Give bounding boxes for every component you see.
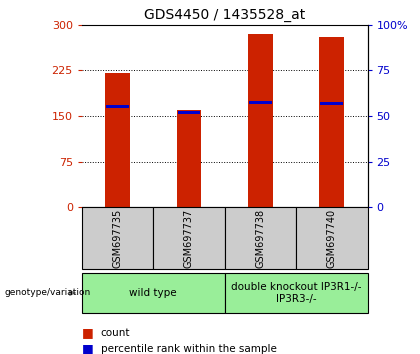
Bar [153,207,225,269]
Bar [105,73,130,207]
Text: ■: ■ [82,326,94,339]
Text: double knockout IP3R1-/-
IP3R3-/-: double knockout IP3R1-/- IP3R3-/- [231,282,361,304]
Bar [296,207,368,269]
Text: ■: ■ [82,342,94,354]
Bar [106,105,129,108]
Bar [82,273,225,313]
Bar [249,101,272,104]
Bar [176,110,202,207]
Bar [319,37,344,207]
Text: count: count [101,328,130,338]
Bar [82,207,153,269]
Title: GDS4450 / 1435528_at: GDS4450 / 1435528_at [144,8,305,22]
Text: wild type: wild type [129,288,177,298]
Bar [225,273,368,313]
Bar [178,111,200,114]
Text: percentile rank within the sample: percentile rank within the sample [101,344,277,354]
Text: genotype/variation: genotype/variation [4,289,90,297]
Text: GSM697738: GSM697738 [255,209,265,268]
Bar [225,207,296,269]
Bar [320,102,343,105]
Bar [248,34,273,207]
Text: GSM697740: GSM697740 [327,209,337,268]
Text: GSM697737: GSM697737 [184,209,194,268]
Text: GSM697735: GSM697735 [113,209,123,268]
